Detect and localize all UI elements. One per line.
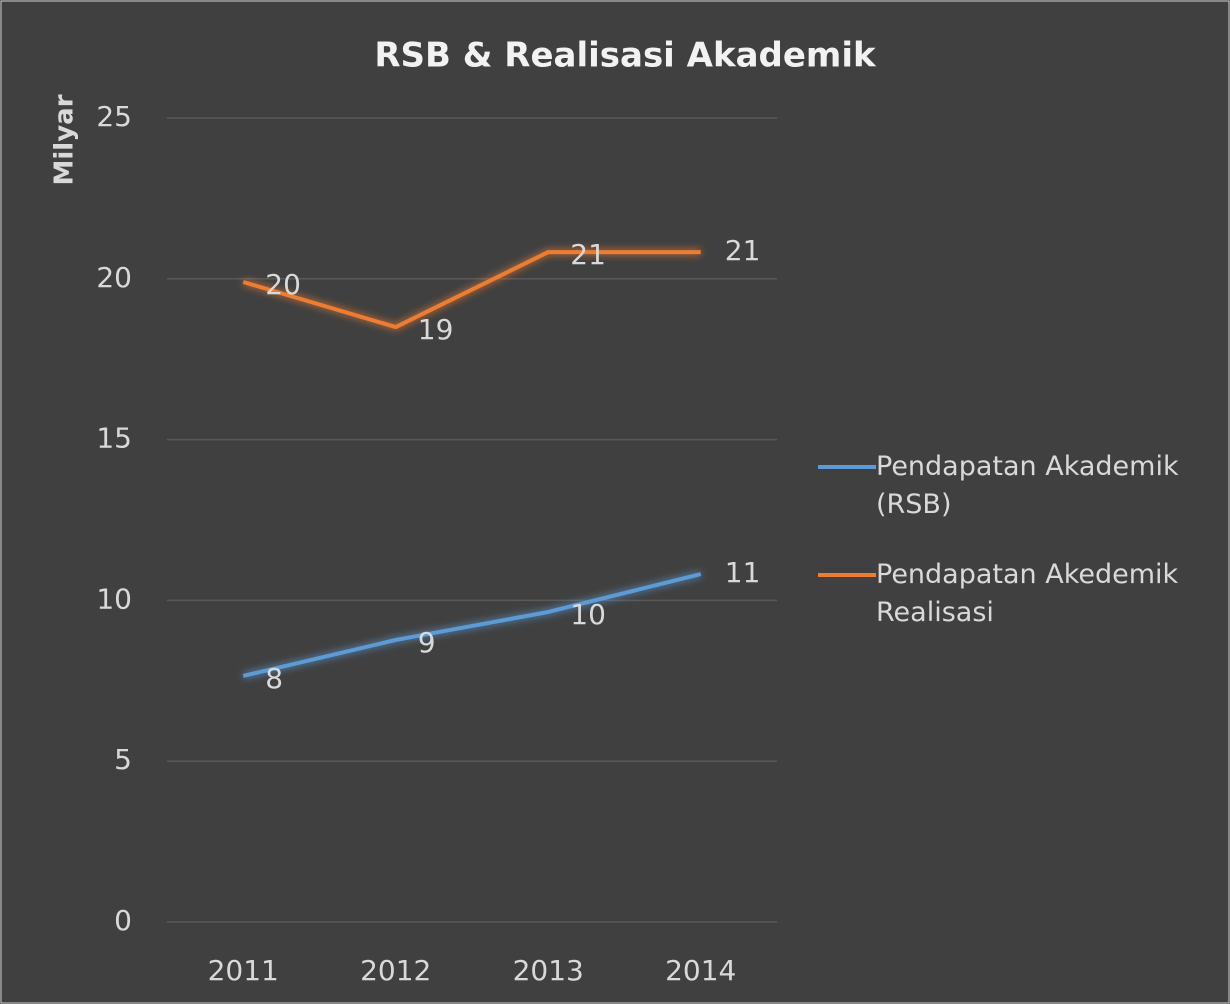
- legend-swatch: [818, 465, 876, 469]
- x-tick-label: 2014: [665, 954, 736, 987]
- legend-label: Pendapatan Akedemik Realisasi: [876, 559, 1179, 628]
- y-tick-label: 15: [96, 422, 132, 455]
- y-tick-label: 20: [96, 261, 132, 294]
- data-label: 21: [725, 234, 761, 267]
- x-tick-label: 2013: [513, 954, 584, 987]
- y-tick-label: 25: [96, 100, 132, 133]
- y-tick-label: 10: [96, 582, 132, 615]
- legend-item: Pendapatan Akademik (RSB): [818, 448, 1218, 524]
- y-tick-label: 0: [114, 904, 132, 937]
- chart-title: RSB & Realisasi Akademik: [374, 36, 877, 76]
- legend-swatch: [818, 573, 876, 577]
- y-axis-label: Milyar: [50, 94, 80, 185]
- data-label: 19: [418, 313, 454, 346]
- series-line: [242, 572, 702, 678]
- data-label: 21: [570, 238, 606, 271]
- data-label: 10: [570, 598, 606, 631]
- legend-item: Pendapatan Akedemik Realisasi: [818, 556, 1218, 632]
- y-tick-label: 5: [114, 743, 132, 776]
- data-label: 9: [418, 626, 436, 659]
- x-tick-label: 2012: [360, 954, 431, 987]
- data-label: 20: [265, 268, 301, 301]
- series-line: [242, 250, 701, 330]
- legend-label: Pendapatan Akademik (RSB): [876, 451, 1179, 520]
- data-label: 8: [265, 662, 283, 695]
- x-tick-label: 2011: [208, 954, 279, 987]
- data-label: 11: [725, 556, 761, 589]
